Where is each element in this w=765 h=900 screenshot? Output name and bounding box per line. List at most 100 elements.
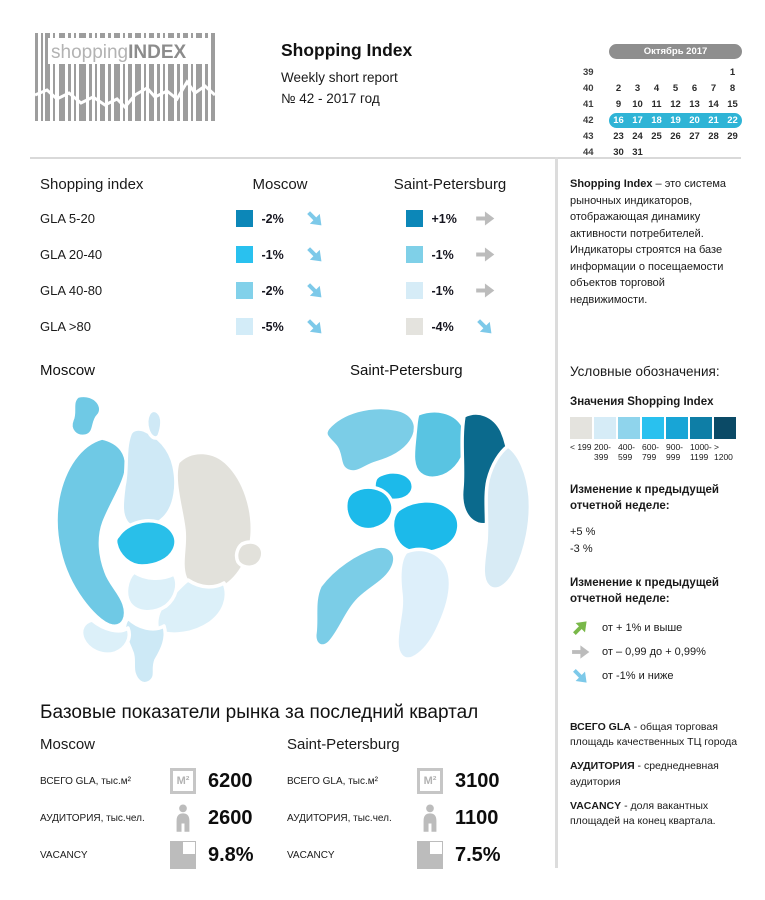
district-east <box>481 444 533 591</box>
legend-row-down: от -1% и ниже <box>570 666 743 686</box>
calendar-day: 11 <box>651 99 662 110</box>
moscow-cell: -2% <box>205 280 355 301</box>
vacancy-icon <box>415 841 445 869</box>
change-percent: -1% <box>261 247 284 262</box>
logo-word-shopping: shopping <box>51 42 128 63</box>
calendar-days-row: 9 10 11 12 13 14 15 <box>609 97 742 112</box>
stat-label: ВСЕГО GLA, тыс.м² <box>40 775 131 787</box>
definition-term: VACANCY <box>570 799 622 812</box>
definition-vacancy: VACANCY - доля вакантных площадей на кон… <box>570 799 743 829</box>
district-northwest-antenna <box>69 393 103 439</box>
calendar-month-label: Октябрь 2017 <box>609 44 742 59</box>
calendar-day <box>704 65 723 80</box>
index-color-swatch <box>235 246 253 263</box>
district-southwest <box>313 544 397 648</box>
district-east <box>174 450 254 594</box>
calendar-day: 1 <box>729 67 736 78</box>
calendar-day: 16 <box>613 115 624 126</box>
scale-label: > 1200 <box>714 442 733 463</box>
change-percent: -5% <box>261 319 284 334</box>
scale-label: 600- 799 <box>642 442 660 463</box>
calendar-day: 30 <box>613 147 624 158</box>
table-title: Shopping index <box>40 176 144 193</box>
district-center <box>390 499 461 555</box>
scale-label: 1000- 1199 <box>690 442 712 463</box>
index-color-swatch <box>235 210 253 227</box>
trend-arrow-legend: от + 1% и выше от – 0,99 до + 0,99% от -… <box>570 618 743 686</box>
calendar-days-row: 1 <box>609 65 742 80</box>
stat-value: 3100 <box>455 769 500 792</box>
person-icon <box>415 803 445 833</box>
svg-text:shoppingINDEX: shoppingINDEX <box>51 42 187 63</box>
stat-label: VACANCY <box>287 849 335 861</box>
table-row: GLA 20-40 -1% -1% <box>40 244 545 265</box>
scale-swatch <box>690 417 712 439</box>
change-percent: -1% <box>431 247 454 262</box>
stat-row-gla: ВСЕГО GLA, тыс.м² М² 6200 <box>40 766 280 796</box>
report-issue-number: № 42 - 2017 год <box>281 91 380 106</box>
calendar-day: 25 <box>651 131 662 142</box>
calendar-day: 3 <box>634 83 641 94</box>
page-title: Shopping Index <box>281 40 413 60</box>
table-row: GLA 40-80 -2% -1% <box>40 280 545 301</box>
index-color-swatch <box>405 246 423 263</box>
moscow-stats: ВСЕГО GLA, тыс.м² М² 6200 АУДИТОРИЯ, тыс… <box>40 766 280 877</box>
district-north <box>120 427 178 530</box>
row-label: GLA >80 <box>40 319 91 334</box>
definition-gla: ВСЕГО GLA - общая торговая площадь качес… <box>570 720 743 750</box>
trend-down-icon <box>304 280 325 301</box>
district-east-bump <box>234 540 265 569</box>
barcode-bars <box>35 33 215 121</box>
calendar-day: 26 <box>670 131 681 142</box>
column-header-moscow: Moscow <box>252 176 308 193</box>
definition-audience: АУДИТОРИЯ - среднедневная аудитория <box>570 759 743 789</box>
trend-down-icon <box>304 208 325 229</box>
trend-flat-icon <box>474 208 495 229</box>
spb-map-title: Saint-Petersburg <box>350 362 463 379</box>
trend-up-icon <box>570 618 590 638</box>
calendar-day: 10 <box>632 99 643 110</box>
moscow-cell: -1% <box>205 244 355 265</box>
spb-stats: ВСЕГО GLA, тыс.м² М² 3100 АУДИТОРИЯ, тыс… <box>287 766 527 877</box>
scale-labels: < 199 200- 399 400- 599 600- 799 900- 99… <box>570 442 743 462</box>
district-south <box>395 547 453 661</box>
spb-cell: -1% <box>355 280 545 301</box>
district-south-center <box>124 570 179 614</box>
calendar-day: 9 <box>615 99 622 110</box>
calendar-days-row: 2 3 4 5 6 7 8 <box>609 81 742 96</box>
week-number: 42 <box>583 115 594 126</box>
district-north <box>411 409 468 480</box>
current-week-highlight: 16 17 18 19 20 21 22 <box>609 113 742 128</box>
square-meters-icon: М² <box>415 768 445 794</box>
calendar-day: 14 <box>708 99 719 110</box>
stat-label: АУДИТОРИЯ, тыс.чел. <box>287 812 392 824</box>
calendar-day <box>666 65 685 80</box>
legend-row-flat: от – 0,99 до + 0,99% <box>570 642 743 662</box>
calendar-week-43: 43 23 24 25 26 27 28 29 <box>583 129 743 144</box>
calendar-week-39: 39 1 <box>583 65 743 80</box>
stat-label: АУДИТОРИЯ, тыс.чел. <box>40 812 145 824</box>
calendar-day: 20 <box>689 115 700 126</box>
scale-label: 400- 599 <box>618 442 636 463</box>
calendar-day: 31 <box>632 147 643 158</box>
index-color-swatch <box>405 282 423 299</box>
intro-term: Shopping Index <box>570 178 653 190</box>
spb-cell: -4% <box>355 316 545 337</box>
legend-label: от + 1% и выше <box>602 621 683 634</box>
change-percent: -2% <box>261 283 284 298</box>
table-header-row: Shopping index Moscow Saint-Petersburg <box>40 176 545 193</box>
calendar-day <box>628 65 647 80</box>
change-percent: -4% <box>431 319 454 334</box>
scale-swatch <box>618 417 640 439</box>
trend-flat-icon <box>570 642 590 662</box>
definitions: ВСЕГО GLA - общая торговая площадь качес… <box>570 720 743 829</box>
calendar-week-40: 40 2 3 4 5 6 7 8 <box>583 81 743 96</box>
stat-label: VACANCY <box>40 849 88 861</box>
calendar-day: 21 <box>708 115 719 126</box>
moscow-cell: -5% <box>205 316 355 337</box>
spb-cell: +1% <box>355 208 545 229</box>
row-label: GLA 5-20 <box>40 211 95 226</box>
definition-text: - доля вакантных площадей на конец кварт… <box>570 799 716 827</box>
stat-value: 2600 <box>208 806 253 829</box>
intro-paragraph: Shopping Index – это система рыночных ин… <box>570 176 743 308</box>
